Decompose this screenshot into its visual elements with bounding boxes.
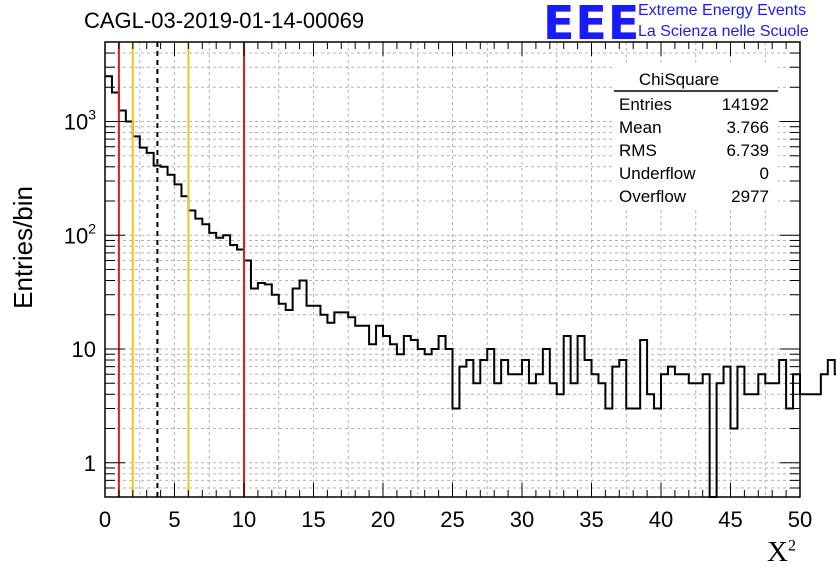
- logo-line-2: La Scienza nelle Scuole: [638, 23, 809, 40]
- x-tick-label: 20: [371, 507, 395, 532]
- histogram-outline: [105, 75, 836, 498]
- x-tick-label: 45: [718, 507, 742, 532]
- stats-value: 14192: [722, 95, 769, 114]
- y-tick-label: 103: [64, 107, 96, 135]
- y-tick-label: 102: [64, 220, 96, 248]
- eee-logo: EEE: [543, 0, 641, 50]
- x-axis-label-sup: 2: [787, 537, 796, 555]
- x-tick-label: 50: [788, 507, 812, 532]
- stats-value: 2977: [731, 187, 769, 206]
- stats-box: [614, 66, 778, 208]
- x-axis-label: X2: [767, 536, 796, 569]
- chart-title: CAGL-03-2019-01-14-00069: [84, 8, 365, 33]
- stats-value: 0: [760, 164, 769, 183]
- y-axis-label: Entries/bin: [8, 186, 38, 309]
- x-tick-label: 35: [579, 507, 603, 532]
- x-tick-label: 40: [649, 507, 673, 532]
- x-axis-label-base: X: [767, 536, 788, 568]
- stats-label: RMS: [619, 141, 657, 160]
- x-tick-label: 10: [232, 507, 256, 532]
- stats-value: 6.739: [726, 141, 769, 160]
- x-tick-label: 5: [168, 507, 180, 532]
- stats-value: 3.766: [726, 118, 769, 137]
- stats-label: Entries: [619, 95, 672, 114]
- x-tick-label: 0: [99, 507, 111, 532]
- x-tick-label: 30: [510, 507, 534, 532]
- stats-label: Underflow: [619, 164, 696, 183]
- logo-line-1: Extreme Energy Events: [638, 2, 807, 19]
- y-tick-label: 10: [72, 337, 96, 362]
- x-tick-label: 25: [440, 507, 464, 532]
- stats-label: Mean: [619, 118, 662, 137]
- stats-label: Overflow: [619, 187, 687, 206]
- x-tick-label: 15: [301, 507, 325, 532]
- y-tick-label: 1: [84, 451, 96, 476]
- stats-title: ChiSquare: [639, 70, 719, 89]
